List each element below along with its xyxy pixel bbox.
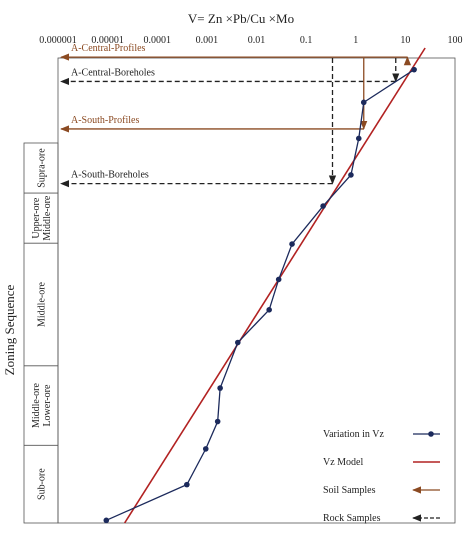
variation-series-layer — [103, 66, 417, 524]
zone-label: Supra-ore — [37, 148, 48, 188]
reference-label: A-South-Profiles — [71, 115, 139, 126]
reference-label: A-Central-Profiles — [71, 43, 146, 54]
variation-point — [289, 241, 295, 247]
x-tick-label: 1 — [353, 35, 358, 46]
legend-label: Variation in Vz — [323, 429, 384, 440]
variation-point — [184, 481, 190, 488]
vz-model-line — [123, 47, 426, 524]
plot-area — [57, 57, 456, 524]
variation-line — [106, 69, 415, 521]
variation-point — [103, 517, 110, 524]
variation-point — [217, 385, 223, 391]
legend-label: Rock Samples — [323, 513, 381, 524]
reference-label: A-South-Boreholes — [71, 170, 149, 181]
variation-point — [411, 66, 417, 73]
reference-line: A-South-Boreholes — [60, 58, 337, 188]
variation-point — [214, 418, 221, 425]
variation-point — [355, 135, 362, 142]
x-axis-ticks: 0.000001 0.00001 0.0001 0.001 0.01 0.1 1 10 100 — [39, 35, 462, 46]
x-tick-label: 0.0001 — [144, 35, 172, 46]
x-tick-label: 0.1 — [300, 35, 313, 46]
reference-line: A-Central-Profiles — [60, 43, 412, 66]
variation-point — [266, 307, 272, 313]
x-tick-label: 100 — [448, 35, 463, 46]
zone-label: Middle-oreLower-ore — [31, 383, 53, 429]
x-tick-label: 10 — [400, 35, 410, 46]
x-tick-label: 0.00001 — [91, 35, 124, 46]
variation-point — [275, 276, 282, 283]
chart-title: V= Zn ×Pb/Cu ×Mo — [188, 11, 294, 26]
variation-point — [360, 99, 367, 106]
reference-line: A-Central-Boreholes — [60, 58, 400, 86]
y-axis-label: Zoning Sequence — [2, 284, 17, 375]
variation-point — [202, 446, 209, 452]
x-tick-label: 0.000001 — [39, 35, 77, 46]
legend-label: Vz Model — [323, 457, 363, 468]
variation-point — [348, 172, 354, 178]
zone-label: Sub-ore — [37, 468, 48, 500]
variation-point — [320, 203, 326, 209]
legend-swatch-marker — [428, 431, 434, 437]
reference-line: A-South-Profiles — [60, 58, 368, 133]
plot-frame — [57, 57, 456, 524]
zoning-sequence-panel: Supra-ore Upper-oreMiddle-ore Middle-ore Mi… — [23, 142, 59, 524]
zone-label: Upper-oreMiddle-ore — [31, 195, 53, 241]
x-tick-label: 0.01 — [248, 35, 266, 46]
variation-point — [235, 339, 241, 346]
vz-model-layer — [123, 47, 426, 524]
x-tick-label: 0.001 — [196, 35, 219, 46]
legend: Variation in Vz Vz Model Soil Samples Rock … — [323, 429, 440, 524]
reference-lines-layer: A-Central-Profiles A-Central-Boreholes A-S… — [60, 43, 412, 188]
legend-label: Soil Samples — [323, 485, 376, 496]
reference-label: A-Central-Boreholes — [71, 67, 155, 78]
zone-label: Middle-ore — [37, 281, 48, 327]
